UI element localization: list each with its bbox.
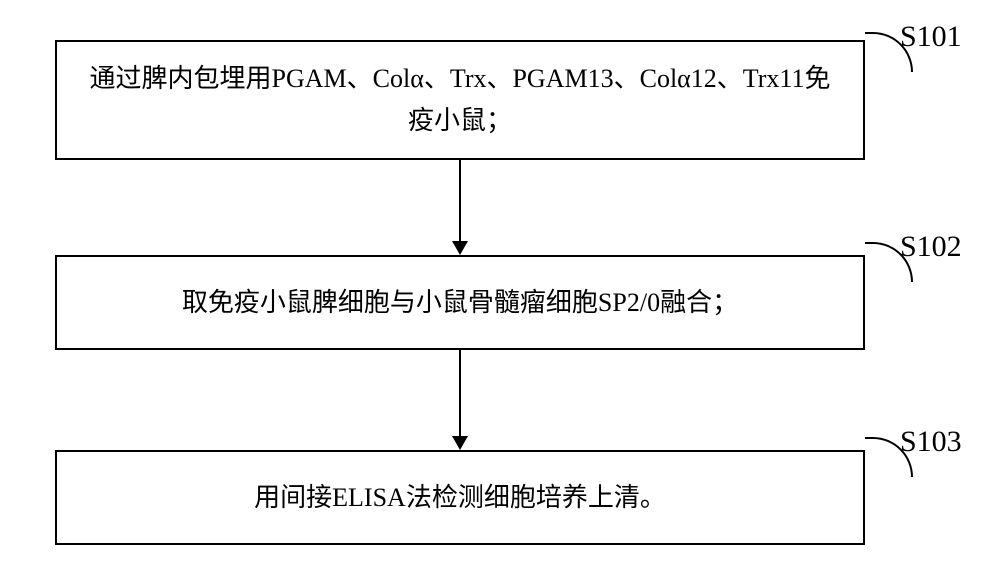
step-label-3: S103 bbox=[900, 425, 962, 459]
flowchart-canvas: 通过脾内包埋用PGAM、Colα、Trx、PGAM13、Colα12、Trx11… bbox=[0, 0, 1000, 583]
step-box-3: 用间接ELISA法检测细胞培养上清。 bbox=[55, 450, 865, 545]
step-box-2: 取免疫小鼠脾细胞与小鼠骨髓瘤细胞SP2/0融合； bbox=[55, 255, 865, 350]
arrow-shaft-1 bbox=[459, 160, 461, 241]
arrow-head-icon-1 bbox=[452, 241, 468, 255]
step-label-2: S102 bbox=[900, 230, 962, 264]
arrow-shaft-2 bbox=[459, 350, 461, 436]
step-label-1: S101 bbox=[900, 20, 962, 54]
step-box-1: 通过脾内包埋用PGAM、Colα、Trx、PGAM13、Colα12、Trx11… bbox=[55, 40, 865, 160]
step-text-3: 用间接ELISA法检测细胞培养上清。 bbox=[254, 477, 666, 519]
step-text-2: 取免疫小鼠脾细胞与小鼠骨髓瘤细胞SP2/0融合； bbox=[182, 282, 738, 324]
arrow-head-icon-2 bbox=[452, 436, 468, 450]
step-text-1: 通过脾内包埋用PGAM、Colα、Trx、PGAM13、Colα12、Trx11… bbox=[77, 58, 843, 141]
